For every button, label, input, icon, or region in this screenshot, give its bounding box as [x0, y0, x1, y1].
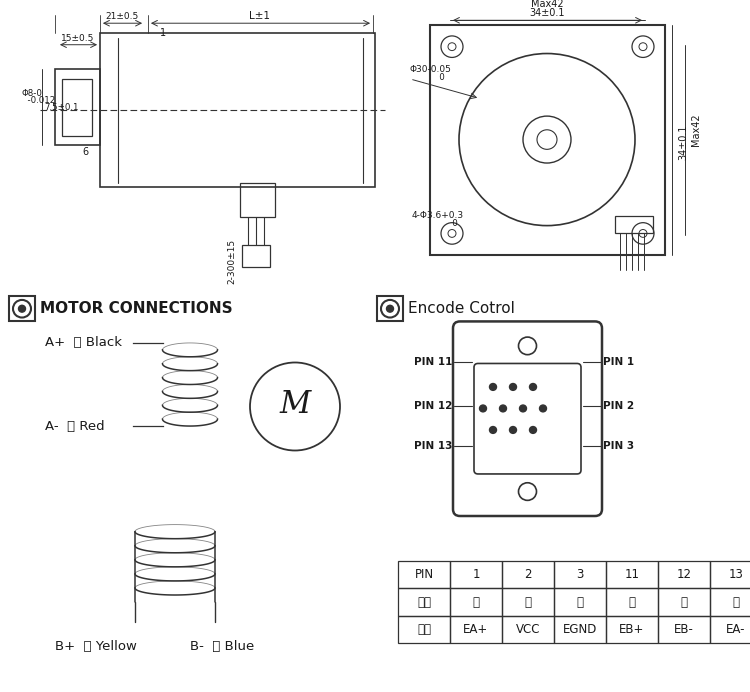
Text: 0: 0 [420, 73, 445, 82]
Text: 12: 12 [676, 568, 692, 581]
Bar [658, 616, 710, 643]
Text: 红: 红 [524, 596, 532, 608]
Bar [450, 561, 502, 588]
Text: PIN 1: PIN 1 [603, 358, 634, 367]
Bar [606, 616, 658, 643]
Text: 21±0.5: 21±0.5 [105, 12, 139, 21]
Text: 7.5±0.1: 7.5±0.1 [44, 103, 79, 112]
Bar [398, 561, 450, 588]
Text: B+  黄 Yellow: B+ 黄 Yellow [55, 639, 136, 653]
Text: 13: 13 [728, 568, 743, 581]
Bar [502, 616, 554, 643]
Text: Encode Cotrol: Encode Cotrol [408, 301, 515, 316]
Text: EB-: EB- [674, 623, 694, 636]
Text: -0.012: -0.012 [22, 96, 56, 105]
Bar [502, 588, 554, 616]
Bar [658, 588, 710, 616]
Text: 黄: 黄 [628, 596, 635, 608]
Text: 2: 2 [524, 568, 532, 581]
Circle shape [479, 405, 487, 412]
Text: 6: 6 [82, 147, 88, 157]
Bar [242, 245, 270, 266]
Text: Max42: Max42 [691, 113, 701, 146]
Text: 34±0.1: 34±0.1 [530, 8, 565, 18]
Bar [377, 296, 403, 321]
Bar [710, 616, 750, 643]
Bar [606, 588, 658, 616]
Bar [615, 216, 653, 233]
Text: 绳: 绳 [680, 596, 688, 608]
Bar [398, 616, 450, 643]
Text: B-  蓝 Blue: B- 蓝 Blue [190, 639, 254, 653]
Bar [430, 25, 665, 255]
Circle shape [386, 305, 394, 312]
Text: EA+: EA+ [464, 623, 489, 636]
Circle shape [509, 383, 517, 390]
Text: MOTOR CONNECTIONS: MOTOR CONNECTIONS [40, 301, 232, 316]
Text: 蓝: 蓝 [733, 596, 740, 608]
Circle shape [530, 383, 536, 390]
Circle shape [520, 405, 526, 412]
Circle shape [539, 405, 547, 412]
Text: 定义: 定义 [417, 623, 431, 636]
Text: VCC: VCC [516, 623, 540, 636]
Text: 11: 11 [625, 568, 640, 581]
Text: Φ8-0: Φ8-0 [22, 89, 43, 98]
Bar [710, 561, 750, 588]
Circle shape [490, 383, 496, 390]
Text: Φ30-0.05: Φ30-0.05 [410, 65, 452, 74]
Text: PIN 13: PIN 13 [414, 441, 452, 450]
Text: A-  红 Red: A- 红 Red [45, 419, 104, 432]
Bar [554, 561, 606, 588]
Text: EA-: EA- [726, 623, 746, 636]
Text: M: M [279, 389, 310, 420]
Text: PIN 12: PIN 12 [414, 401, 452, 412]
Bar [606, 561, 658, 588]
Text: PIN 2: PIN 2 [603, 401, 634, 412]
Bar [398, 588, 450, 616]
Bar [450, 588, 502, 616]
Bar [658, 561, 710, 588]
Text: EB+: EB+ [620, 623, 645, 636]
Bar [100, 33, 375, 188]
Bar [9, 296, 35, 321]
Bar [62, 79, 92, 136]
Text: 34±0.1: 34±0.1 [678, 125, 688, 161]
Text: PIN: PIN [415, 568, 434, 581]
Text: L±1: L±1 [250, 11, 271, 21]
Text: 4-Φ3.6+0.3: 4-Φ3.6+0.3 [412, 211, 464, 220]
Text: Max42: Max42 [531, 0, 563, 8]
Text: PIN 11: PIN 11 [414, 358, 452, 367]
Text: 1: 1 [472, 568, 480, 581]
Circle shape [500, 405, 506, 412]
Text: PIN 3: PIN 3 [603, 441, 634, 450]
Bar [554, 588, 606, 616]
Bar [502, 561, 554, 588]
Bar [710, 588, 750, 616]
Text: 0: 0 [422, 219, 458, 228]
Circle shape [509, 426, 517, 433]
Bar [55, 69, 100, 145]
Bar [240, 183, 275, 217]
Circle shape [490, 426, 496, 433]
Text: EGND: EGND [562, 623, 597, 636]
Bar [450, 616, 502, 643]
Text: 2-300±15: 2-300±15 [227, 239, 236, 284]
Text: 15±0.5: 15±0.5 [62, 34, 94, 43]
Text: 白: 白 [577, 596, 584, 608]
Text: A+  黑 Black: A+ 黑 Black [45, 336, 122, 349]
Text: 黑: 黑 [472, 596, 479, 608]
Text: 1: 1 [160, 28, 166, 38]
Circle shape [530, 426, 536, 433]
Bar [554, 616, 606, 643]
Text: 颜色: 颜色 [417, 596, 431, 608]
Circle shape [19, 305, 26, 312]
Text: 3: 3 [576, 568, 584, 581]
